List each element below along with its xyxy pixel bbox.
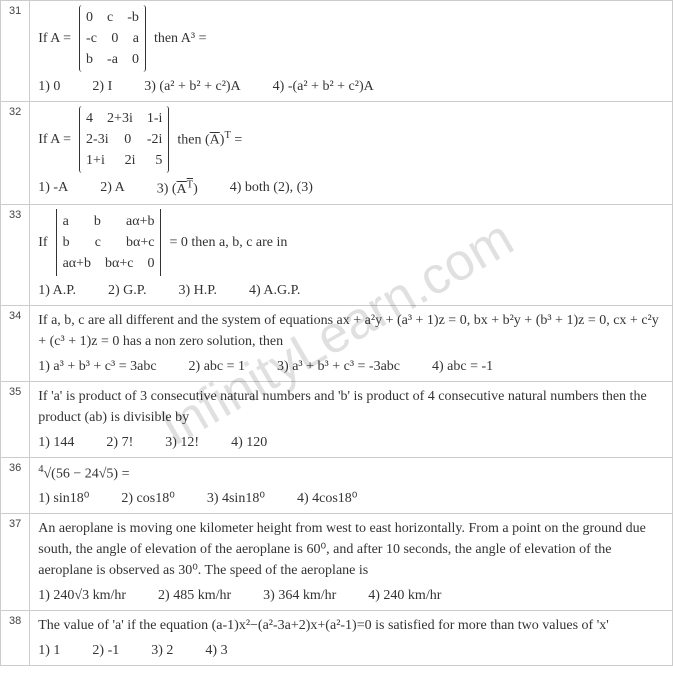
question-number: 34: [1, 305, 30, 381]
option: 4) both (2), (3): [230, 177, 313, 200]
option: 3) H.P.: [179, 280, 218, 301]
question-number: 32: [1, 102, 30, 205]
question-row: 36 4√(56 − 24√5) = 1) sin18⁰ 2) cos18⁰ 3) 4s…: [1, 457, 673, 514]
option: 1) A.P.: [38, 280, 76, 301]
option: 1) 240√3 km/hr: [38, 585, 126, 606]
question-prefix: If A =: [38, 28, 71, 49]
question-body: An aeroplane is moving one kilometer hei…: [38, 518, 664, 581]
option: 1) 0: [38, 76, 60, 97]
question-row: 37An aeroplane is moving one kilometer h…: [1, 514, 673, 611]
question-suffix: then A³ =: [154, 28, 207, 49]
question-content: 4√(56 − 24√5) = 1) sin18⁰ 2) cos18⁰ 3) 4sin…: [30, 457, 673, 514]
question-content: If a, b, c are all different and the sys…: [30, 305, 673, 381]
question-content: The value of 'a' if the equation (a-1)x²…: [30, 611, 673, 666]
option: 2) 7!: [106, 432, 133, 453]
question-content: If 'a' is product of 3 consecutive natur…: [30, 381, 673, 457]
option: 1) sin18⁰: [38, 488, 89, 509]
question-row: 35If 'a' is product of 3 consecutive nat…: [1, 381, 673, 457]
question-body: If a, b, c are all different and the sys…: [38, 310, 664, 352]
option: 1) a³ + b³ + c³ = 3abc: [38, 356, 156, 377]
option: 4) abc = -1: [432, 356, 493, 377]
question-content: If A =0c-b-c0ab-a0then A³ =1) 02) I3) (a…: [30, 1, 673, 102]
option: 4) 4cos18⁰: [297, 488, 357, 509]
option: 3) a³ + b³ + c³ = -3abc: [277, 356, 400, 377]
question-number: 35: [1, 381, 30, 457]
option: 1) -A: [38, 177, 68, 200]
options: 1) a³ + b³ + c³ = 3abc 2) abc = 1 3) a³ + …: [38, 356, 664, 377]
option: 3) 364 km/hr: [263, 585, 336, 606]
option: 2) 485 km/hr: [158, 585, 231, 606]
question-row: 34If a, b, c are all different and the s…: [1, 305, 673, 381]
option: 3) 2: [151, 640, 173, 661]
options: 1) 144 2) 7! 3) 12! 4) 120: [38, 432, 664, 453]
questions-table: 31If A =0c-b-c0ab-a0then A³ =1) 02) I3) …: [0, 0, 673, 666]
question-body: The value of 'a' if the equation (a-1)x²…: [38, 615, 664, 636]
options: 1) 1 2) -1 3) 2 4) 3: [38, 640, 664, 661]
option: 4) 120: [231, 432, 267, 453]
question-number: 33: [1, 204, 30, 305]
option: 4) 240 km/hr: [368, 585, 441, 606]
option: 3) 4sin18⁰: [207, 488, 265, 509]
question-number: 31: [1, 1, 30, 102]
option: 4) A.G.P.: [249, 280, 300, 301]
option: 2) -1: [92, 640, 119, 661]
question-row: 32If A =42+3i1-i2-3i0-2i1+i2i5then (A)T …: [1, 102, 673, 205]
question-content: An aeroplane is moving one kilometer hei…: [30, 514, 673, 611]
question-row: 38 The value of 'a' if the equation (a-1)…: [1, 611, 673, 666]
question-body: If 'a' is product of 3 consecutive natur…: [38, 386, 664, 428]
option: 1) 144: [38, 432, 74, 453]
question-content: If A =42+3i1-i2-3i0-2i1+i2i5then (A)T =1…: [30, 102, 673, 205]
question-number: 37: [1, 514, 30, 611]
option: 2) I: [92, 76, 112, 97]
option: 3) (AT): [157, 177, 198, 200]
option: 2) abc = 1: [189, 356, 246, 377]
options: 1) -A 2) A 3) (AT) 4) both (2), (3): [38, 177, 664, 200]
option: 2) A: [100, 177, 125, 200]
question-row: 33Ifabaα+bbcbα+caα+bbα+c0= 0 then a, b, …: [1, 204, 673, 305]
option: 2) G.P.: [108, 280, 147, 301]
option: 4) -(a² + b² + c²)A: [273, 76, 374, 97]
options: 1) 240√3 km/hr 2) 485 km/hr 3) 364 km/hr 4)…: [38, 585, 664, 606]
question-body: 4√(56 − 24√5) =: [38, 462, 664, 485]
question-suffix: = 0 then a, b, c are in: [169, 232, 287, 253]
option: 2) cos18⁰: [121, 488, 174, 509]
question-content: Ifabaα+bbcbα+caα+bbα+c0= 0 then a, b, c …: [30, 204, 673, 305]
option: 3) (a² + b² + c²)A: [144, 76, 240, 97]
options: 1) 0 2) I 3) (a² + b² + c²)A 4) -(a² + b² +…: [38, 76, 664, 97]
question-prefix: If: [38, 232, 47, 253]
option: 1) 1: [38, 640, 60, 661]
options: 1) A.P. 2) G.P. 3) H.P. 4) A.G.P.: [38, 280, 664, 301]
question-row: 31If A =0c-b-c0ab-a0then A³ =1) 02) I3) …: [1, 1, 673, 102]
options: 1) sin18⁰ 2) cos18⁰ 3) 4sin18⁰ 4) 4cos18⁰: [38, 488, 664, 509]
option: 3) 12!: [165, 432, 199, 453]
question-prefix: If A =: [38, 129, 71, 150]
question-suffix: then (A)T =: [177, 128, 242, 151]
question-number: 38: [1, 611, 30, 666]
question-number: 36: [1, 457, 30, 514]
option: 4) 3: [205, 640, 227, 661]
